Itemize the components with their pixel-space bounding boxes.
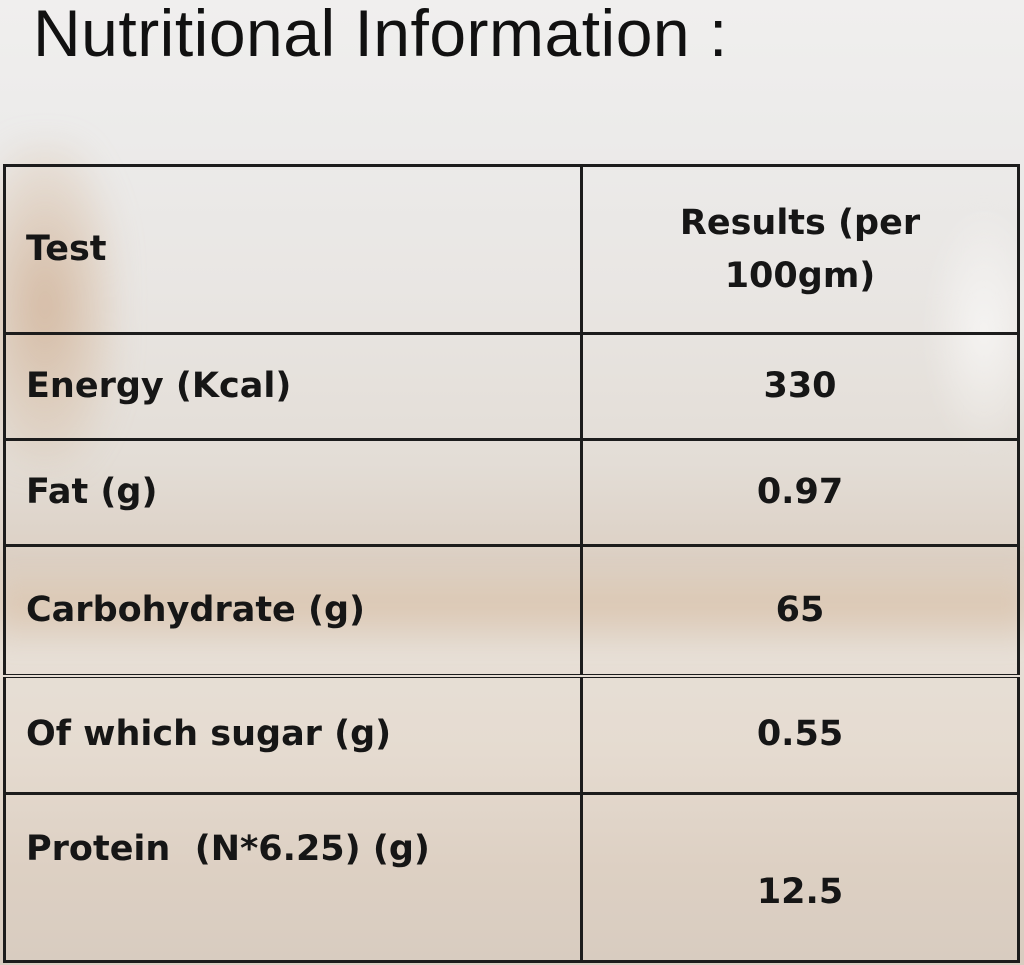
header-test-cell: Test xyxy=(3,164,583,335)
test-name-cell: Energy (Kcal) xyxy=(3,332,583,441)
result-value-cell: 330 xyxy=(580,332,1020,441)
page-title: Nutritional Information : xyxy=(33,0,728,70)
test-name-cell: Protein (N*6.25) (g) xyxy=(3,792,583,963)
result-value-cell: 0.55 xyxy=(580,674,1020,795)
result-value-cell: 0.97 xyxy=(580,438,1020,547)
table-row-energy: Energy (Kcal) 330 xyxy=(3,332,1020,441)
header-results-cell: Results (per 100gm) xyxy=(580,164,1020,335)
test-name-cell: Carbohydrate (g) xyxy=(3,544,583,678)
table-header-row: Test Results (per 100gm) xyxy=(3,164,1020,335)
table-row-fat: Fat (g) 0.97 xyxy=(3,438,1020,547)
table-row-sugar: Of which sugar (g) 0.55 xyxy=(3,674,1020,795)
result-value-cell: 65 xyxy=(580,544,1020,678)
result-value-cell: 12.5 xyxy=(580,792,1020,963)
header-results-label: Results (per 100gm) xyxy=(679,203,921,296)
nutrition-table: Test Results (per 100gm) Energy (Kcal) 3… xyxy=(3,164,1020,963)
table-row-protein: Protein (N*6.25) (g) 12.5 xyxy=(3,792,1020,963)
test-name-cell: Of which sugar (g) xyxy=(3,674,583,795)
test-name-cell: Fat (g) xyxy=(3,438,583,547)
table-row-carbohydrate: Carbohydrate (g) 65 xyxy=(3,544,1020,678)
